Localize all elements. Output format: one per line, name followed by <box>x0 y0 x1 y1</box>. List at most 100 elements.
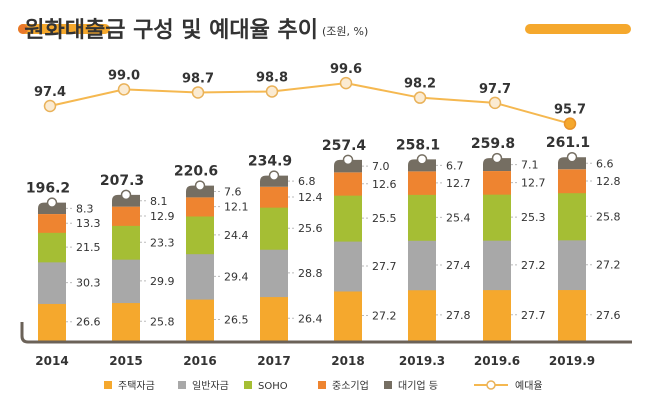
ratio-label: 98.2 <box>404 77 436 92</box>
bar-segment <box>408 240 436 291</box>
chart-unit: (조원, %) <box>322 25 368 38</box>
x-axis <box>20 322 632 344</box>
ratio-point <box>265 85 279 98</box>
segment-label: 6.8 <box>298 175 316 188</box>
x-tick-label: 2019.9 <box>549 354 595 368</box>
bar-segment <box>558 157 586 170</box>
x-tick-label: 2019.6 <box>474 354 520 368</box>
bar-segment <box>186 216 214 255</box>
bar-segment <box>483 158 511 172</box>
title-bar-left-dot <box>18 24 28 34</box>
ratio-label: 97.7 <box>479 82 511 97</box>
x-tick-label: 2016 <box>183 354 216 368</box>
bar-top-marker <box>120 189 132 201</box>
segment-label: 26.4 <box>298 312 323 325</box>
segment-label: 23.3 <box>150 236 175 249</box>
bar-segment <box>112 302 140 341</box>
bar-top-marker <box>342 154 354 166</box>
ratio-line <box>49 82 571 125</box>
segment-label: 27.2 <box>596 259 621 272</box>
bar-top-marker <box>491 152 503 164</box>
bar-segment <box>408 171 436 195</box>
ratio-label: 97.4 <box>34 85 66 100</box>
segment-label: 25.6 <box>298 222 323 235</box>
ratio-point <box>191 86 205 99</box>
total-label: 234.9 <box>248 154 292 170</box>
segment-label: 8.3 <box>76 202 94 215</box>
bar-segment <box>112 206 140 226</box>
total-label: 257.4 <box>322 138 367 154</box>
ratio-label: 98.7 <box>182 71 214 86</box>
bar-segment <box>334 241 362 292</box>
segment-label: 27.2 <box>521 259 546 272</box>
x-tick-label: 2017 <box>257 354 290 368</box>
segment-label: 27.8 <box>446 309 471 322</box>
bar-top-marker <box>566 151 578 163</box>
ratio-point <box>339 76 353 90</box>
title-bar-left <box>18 24 110 34</box>
legend-label: 주택자금 <box>118 380 155 392</box>
x-tick-label: 2019.3 <box>399 354 445 368</box>
segment-label: 13.3 <box>76 217 101 230</box>
bar-segment <box>186 253 214 300</box>
bar-segment <box>186 299 214 341</box>
segment-label: 25.8 <box>596 210 621 223</box>
bar-segment <box>558 169 586 194</box>
ratio-point <box>43 99 57 113</box>
bar-segment <box>334 159 362 173</box>
bar-segment <box>260 249 288 298</box>
segment-label: 7.0 <box>372 160 390 173</box>
total-label: 261.1 <box>546 135 590 151</box>
legend-label: 일반자금 <box>192 380 229 392</box>
bar-segment <box>558 239 586 291</box>
segment-label: 28.8 <box>298 267 323 280</box>
bar-segment <box>334 172 362 196</box>
ratio-label: 98.8 <box>256 70 288 85</box>
legend-swatch <box>104 381 112 389</box>
segment-label: 29.4 <box>224 270 249 283</box>
segment-label: 30.3 <box>76 277 101 290</box>
bar-segment <box>38 261 66 304</box>
bar-segment <box>558 192 586 241</box>
x-tick-label: 2015 <box>109 354 142 368</box>
segment-label: 12.1 <box>224 201 249 214</box>
bar-top-marker <box>268 170 280 181</box>
bar-segment <box>483 289 511 341</box>
ratio-point <box>117 83 131 96</box>
segment-label: 25.3 <box>521 211 546 224</box>
bar-segment <box>260 175 288 187</box>
bar-segment <box>483 171 511 195</box>
total-label: 259.8 <box>471 136 515 152</box>
ratio-label: 95.7 <box>554 103 586 118</box>
bar-segment <box>38 214 66 233</box>
bar-segment <box>112 259 140 304</box>
bar-segment <box>408 159 436 172</box>
bar-segment <box>558 289 586 341</box>
ratio-point <box>413 91 427 104</box>
total-label: 220.6 <box>174 164 218 180</box>
bar-segment <box>112 194 140 207</box>
bar-segment <box>260 186 288 208</box>
segment-label: 27.4 <box>446 259 471 272</box>
ratio-point <box>488 96 502 110</box>
segment-label: 29.9 <box>150 275 175 288</box>
segment-label: 12.9 <box>150 210 175 223</box>
segment-label: 7.1 <box>521 159 539 172</box>
segment-label: 12.8 <box>596 175 621 188</box>
bar-segment <box>483 240 511 291</box>
bar-segment <box>408 194 436 241</box>
bar-segment <box>408 289 436 341</box>
segment-label: 27.2 <box>372 309 397 322</box>
bar-segment <box>334 195 362 242</box>
bar-segment <box>483 194 511 241</box>
segment-label: 12.4 <box>298 191 323 204</box>
segment-label: 24.4 <box>224 229 249 242</box>
segment-label: 25.4 <box>446 211 471 224</box>
legend-marker <box>486 380 496 390</box>
legend-label: 중소기업 <box>332 379 369 392</box>
legend-label: SOHO <box>258 381 288 392</box>
bar-segment <box>260 207 288 250</box>
bar-segment <box>112 225 140 260</box>
segment-label: 27.7 <box>521 309 546 322</box>
